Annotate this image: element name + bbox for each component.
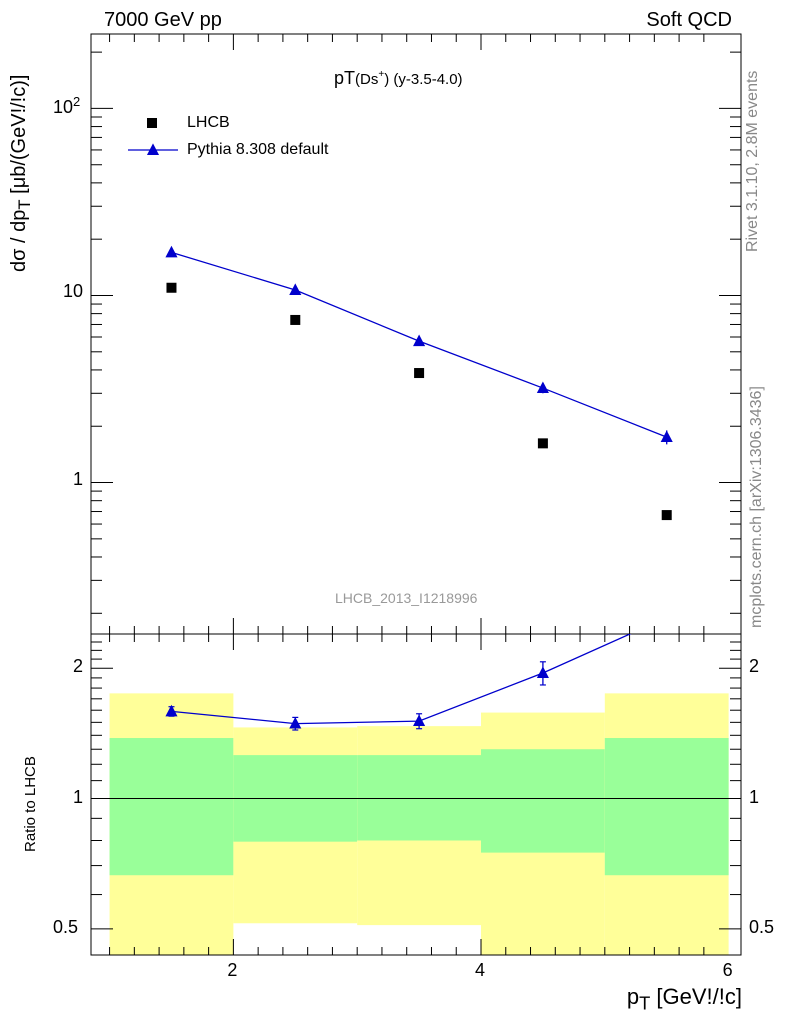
mcplots-reference-label: mcplots.cern.ch [arXiv:1306.3436] bbox=[748, 386, 765, 628]
ratio-y-tick-label: 0.5 bbox=[53, 916, 79, 937]
x-tick-label: 2 bbox=[227, 960, 238, 980]
ratio-y-tick-label-right: 2 bbox=[749, 656, 760, 677]
collision-energy-label: 7000 GeV pp bbox=[104, 9, 222, 31]
main-y-tick-label: 10 bbox=[63, 281, 84, 302]
x-axis-label-sub: T bbox=[639, 992, 651, 1014]
rivet-version-label: Rivet 3.1.10, 2.8M events bbox=[744, 70, 761, 252]
x-axis-label-rest: [GeV!/!c] bbox=[650, 984, 742, 1009]
x-axis-label: pT [GeV!/!c] bbox=[627, 984, 742, 1014]
legend-marker-pythia bbox=[146, 143, 160, 155]
plot-title-main: pT bbox=[334, 68, 356, 88]
lhcb-point bbox=[537, 438, 548, 449]
legend-label-pythia: Pythia 8.308 default bbox=[187, 141, 329, 158]
main-y-tick-label: 102 bbox=[53, 94, 81, 118]
ratio-pythia-line bbox=[171, 634, 632, 725]
legend-label-lhcb: LHCB bbox=[187, 114, 230, 131]
process-label: Soft QCD bbox=[646, 9, 732, 31]
ratio-y-tick-label-right: 1 bbox=[749, 786, 760, 807]
lhcb-point bbox=[414, 368, 425, 379]
main-y-axis-label: dσ / dpT [μb/(GeV!/!c)] bbox=[8, 75, 35, 272]
main-y-axis-label-base: dσ / dp bbox=[8, 209, 30, 272]
plot-title-particle: (Ds bbox=[355, 71, 379, 88]
lhcb-point bbox=[166, 282, 177, 293]
lhcb-point bbox=[661, 510, 672, 521]
main-y-axis-label-rest: [μb/(GeV!/!c)] bbox=[8, 74, 30, 200]
ratio-y-tick-label: 2 bbox=[73, 656, 84, 677]
x-tick-label: 4 bbox=[475, 960, 486, 980]
pythia-point bbox=[289, 283, 302, 295]
analysis-id-label: LHCB_2013_I1218996 bbox=[335, 590, 478, 606]
plot-title-charge: + bbox=[378, 69, 385, 80]
pythia-point bbox=[536, 381, 549, 394]
pythia-point bbox=[165, 245, 178, 258]
ratio-pythia-point bbox=[536, 666, 549, 678]
plot-title-range: (y-3.5-4.0) bbox=[389, 71, 463, 88]
ratio-y-tick-label: 1 bbox=[73, 786, 84, 807]
ratio-y-tick-label-right: 0.5 bbox=[749, 916, 775, 937]
pythia-point bbox=[660, 430, 673, 443]
main-y-tick-label: 1 bbox=[73, 468, 84, 489]
x-axis-label-base: p bbox=[626, 984, 640, 1009]
uncertainty-band-inner bbox=[604, 738, 729, 876]
x-tick-label: 6 bbox=[722, 960, 733, 980]
ratio-pythia-point bbox=[289, 716, 302, 729]
plot-title: pT(Ds+) (y-3.5-4.0) bbox=[334, 68, 463, 89]
pythia-point bbox=[413, 334, 426, 347]
ratio-pythia-point bbox=[165, 704, 178, 717]
ratio-plot-frame bbox=[90, 633, 742, 956]
uncertainty-band-inner bbox=[109, 738, 234, 876]
ratio-pythia-point bbox=[413, 714, 426, 727]
ratio-y-axis-label: Ratio to LHCB bbox=[22, 756, 39, 852]
lhcb-point bbox=[290, 314, 301, 325]
uncertainty-band-inner bbox=[357, 755, 481, 841]
main-y-axis-label-sub: T bbox=[15, 199, 34, 210]
plot-title-close: ) bbox=[384, 71, 390, 88]
uncertainty-band-inner bbox=[481, 749, 605, 853]
legend-marker-lhcb bbox=[147, 118, 157, 128]
